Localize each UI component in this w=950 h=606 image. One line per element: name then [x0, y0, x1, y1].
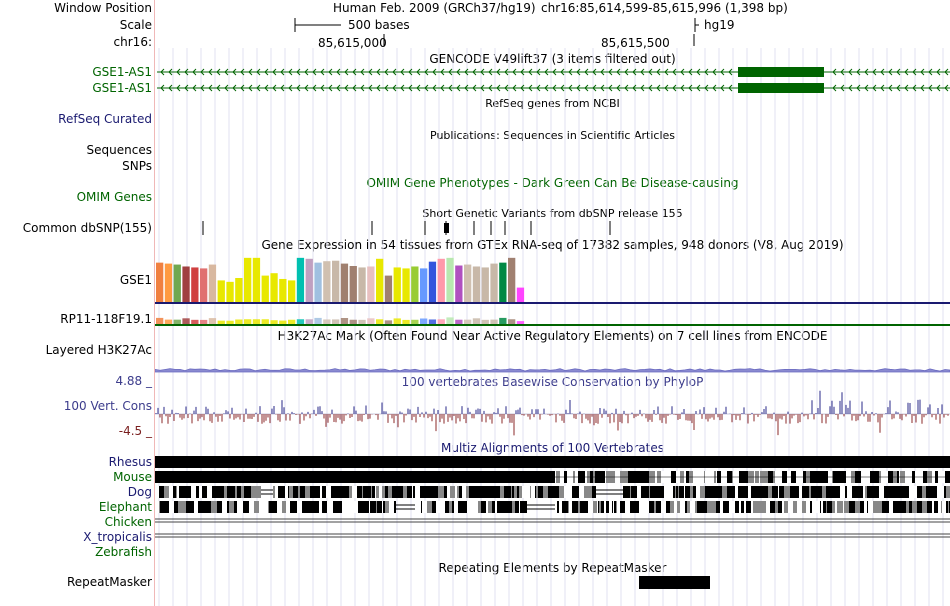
ruler-tick-label-1: 85,615,000 [318, 36, 387, 50]
gtex-bars-small [156, 317, 525, 324]
species-label-xtropicalis[interactable]: X_tropicalis [83, 530, 152, 544]
gtex-track-title: Gene Expression in 54 tissues from GTEx … [261, 238, 844, 252]
cons-track-title: 100 vertebrates Basewise Conservation by… [401, 375, 704, 389]
position-text: chr16:85,614,599-85,615,996 (1,398 bp) [541, 1, 788, 15]
rmsk-track-title: Repeating Elements by RepeatMasker [438, 561, 667, 575]
species-label-chicken[interactable]: Chicken [104, 515, 152, 529]
gencode-track-title: GENCODE V49lift37 (3 items filtered out) [429, 52, 676, 66]
multiz-alignments [155, 456, 950, 538]
scale-text: 500 bases [348, 18, 410, 32]
gencode-item-label-1[interactable]: GSE1-AS1 [92, 65, 152, 79]
species-label-elephant[interactable]: Elephant [98, 500, 152, 514]
multiz-track-title: Multiz Alignments of 100 Vertebrates [440, 441, 665, 455]
strand-arrows-2 [160, 84, 949, 92]
species-label-rhesus[interactable]: Rhesus [108, 455, 152, 469]
ruler-tick-label-2: 85,615,500 [601, 36, 670, 50]
ruler [294, 18, 699, 46]
db-text: hg19 [704, 18, 735, 32]
scale-label: Scale [119, 18, 152, 32]
dbsnp-track-label[interactable]: Common dbSNP(155) [22, 221, 152, 235]
gencode-transcript-2 [157, 83, 950, 93]
gencode-exon-2 [738, 83, 824, 93]
cons-signal [155, 390, 949, 436]
repeat-element [639, 576, 710, 589]
gtex-gene-label-2[interactable]: RP11-118F19.1 [60, 312, 152, 326]
cons-max-label: 4.88 _ [115, 374, 152, 388]
cons-min-label: -4.5 _ [118, 424, 152, 438]
omim-track-label[interactable]: OMIM Genes [76, 190, 152, 204]
gtex-bars [156, 257, 525, 302]
tracks-canvas[interactable] [155, 0, 950, 606]
assembly-text: Human Feb. 2009 (GRCh37/hg19) [333, 1, 536, 15]
gencode-exon-1 [738, 67, 824, 77]
species-label-mouse[interactable]: Mouse [113, 470, 152, 484]
scale-bar-left [294, 18, 341, 32]
gtex-gene-label-1[interactable]: GSE1 [119, 273, 152, 287]
sequences-label[interactable]: Sequences [86, 143, 152, 157]
refseq-track-title: RefSeq genes from NCBI [485, 97, 620, 110]
h3k27ac-signal [155, 368, 950, 373]
snps-label[interactable]: SNPs [122, 159, 152, 173]
strand-arrows-1 [160, 68, 949, 76]
species-label-dog[interactable]: Dog [127, 485, 152, 499]
species-label-zebrafish[interactable]: Zebrafish [95, 545, 152, 559]
window-position-label: Window Position [54, 1, 152, 15]
h3k27-track-label[interactable]: Layered H3K27Ac [45, 343, 152, 357]
chrom-label: chr16: [113, 35, 152, 49]
pubs-track-title: Publications: Sequences in Scientific Ar… [430, 129, 675, 142]
cons-track-label[interactable]: 100 Vert. Cons [63, 399, 152, 413]
dbsnp-track-title: Short Genetic Variants from dbSNP releas… [422, 207, 683, 220]
omim-track-title: OMIM Gene Phenotypes - Dark Green Can Be… [366, 176, 739, 190]
gencode-transcript-1 [157, 67, 950, 77]
dbsnp-variants [202, 221, 611, 235]
label-gutter-divider [154, 0, 155, 606]
refseq-track-label[interactable]: RefSeq Curated [58, 112, 152, 126]
scale-bar-right [694, 18, 699, 32]
h3k27-track-title: H3K27Ac Mark (Often Found Near Active Re… [277, 329, 828, 343]
rmsk-track-label[interactable]: RepeatMasker [66, 575, 152, 589]
gencode-item-label-2[interactable]: GSE1-AS1 [92, 81, 152, 95]
